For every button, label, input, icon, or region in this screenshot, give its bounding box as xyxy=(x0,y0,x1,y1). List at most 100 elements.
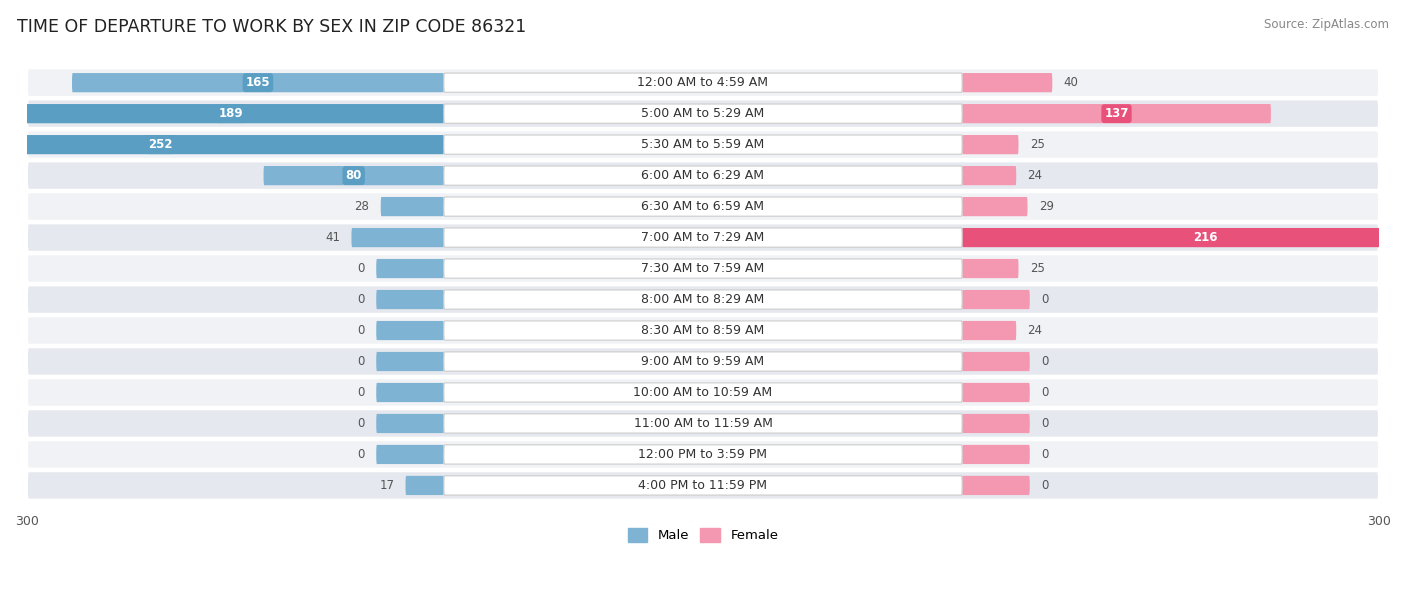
Text: 29: 29 xyxy=(1039,200,1053,213)
Text: 165: 165 xyxy=(246,76,270,89)
FancyBboxPatch shape xyxy=(377,445,444,464)
FancyBboxPatch shape xyxy=(405,476,444,495)
FancyBboxPatch shape xyxy=(962,73,1052,92)
Text: 80: 80 xyxy=(346,169,361,182)
FancyBboxPatch shape xyxy=(962,445,1029,464)
Text: 24: 24 xyxy=(1028,324,1042,337)
Text: 0: 0 xyxy=(1040,448,1049,461)
FancyBboxPatch shape xyxy=(444,383,962,402)
FancyBboxPatch shape xyxy=(27,316,1379,345)
FancyBboxPatch shape xyxy=(27,130,1379,159)
FancyBboxPatch shape xyxy=(27,68,1379,97)
Text: 25: 25 xyxy=(1029,262,1045,275)
FancyBboxPatch shape xyxy=(444,197,962,216)
FancyBboxPatch shape xyxy=(27,378,1379,407)
FancyBboxPatch shape xyxy=(27,192,1379,221)
Text: 12:00 AM to 4:59 AM: 12:00 AM to 4:59 AM xyxy=(637,76,769,89)
Text: 6:30 AM to 6:59 AM: 6:30 AM to 6:59 AM xyxy=(641,200,765,213)
Text: 8:30 AM to 8:59 AM: 8:30 AM to 8:59 AM xyxy=(641,324,765,337)
FancyBboxPatch shape xyxy=(962,383,1029,402)
Text: 0: 0 xyxy=(357,293,366,306)
Text: Source: ZipAtlas.com: Source: ZipAtlas.com xyxy=(1264,18,1389,31)
Text: TIME OF DEPARTURE TO WORK BY SEX IN ZIP CODE 86321: TIME OF DEPARTURE TO WORK BY SEX IN ZIP … xyxy=(17,18,526,36)
Text: 17: 17 xyxy=(380,479,394,492)
Text: 8:00 AM to 8:29 AM: 8:00 AM to 8:29 AM xyxy=(641,293,765,306)
Text: 137: 137 xyxy=(1104,107,1129,120)
FancyBboxPatch shape xyxy=(962,228,1406,247)
Text: 0: 0 xyxy=(1040,355,1049,368)
Text: 4:00 PM to 11:59 PM: 4:00 PM to 11:59 PM xyxy=(638,479,768,492)
Text: 10:00 AM to 10:59 AM: 10:00 AM to 10:59 AM xyxy=(634,386,772,399)
Text: 24: 24 xyxy=(1028,169,1042,182)
Text: 7:00 AM to 7:29 AM: 7:00 AM to 7:29 AM xyxy=(641,231,765,244)
FancyBboxPatch shape xyxy=(352,228,444,247)
FancyBboxPatch shape xyxy=(27,223,1379,252)
FancyBboxPatch shape xyxy=(444,135,962,154)
Text: 0: 0 xyxy=(1040,479,1049,492)
Text: 25: 25 xyxy=(1029,138,1045,151)
FancyBboxPatch shape xyxy=(27,99,1379,128)
FancyBboxPatch shape xyxy=(962,290,1029,309)
FancyBboxPatch shape xyxy=(377,321,444,340)
Text: 9:00 AM to 9:59 AM: 9:00 AM to 9:59 AM xyxy=(641,355,765,368)
Text: 0: 0 xyxy=(1040,293,1049,306)
FancyBboxPatch shape xyxy=(377,259,444,278)
Text: 12:00 PM to 3:59 PM: 12:00 PM to 3:59 PM xyxy=(638,448,768,461)
FancyBboxPatch shape xyxy=(962,476,1029,495)
FancyBboxPatch shape xyxy=(962,352,1029,371)
FancyBboxPatch shape xyxy=(444,228,962,247)
FancyBboxPatch shape xyxy=(962,197,1028,216)
Text: 0: 0 xyxy=(357,417,366,430)
Text: 0: 0 xyxy=(357,262,366,275)
Legend: Male, Female: Male, Female xyxy=(623,523,783,548)
FancyBboxPatch shape xyxy=(72,73,444,92)
Text: 0: 0 xyxy=(357,355,366,368)
FancyBboxPatch shape xyxy=(444,259,962,278)
Text: 0: 0 xyxy=(1040,386,1049,399)
Text: 11:00 AM to 11:59 AM: 11:00 AM to 11:59 AM xyxy=(634,417,772,430)
FancyBboxPatch shape xyxy=(381,197,444,216)
Text: 6:00 AM to 6:29 AM: 6:00 AM to 6:29 AM xyxy=(641,169,765,182)
FancyBboxPatch shape xyxy=(444,104,962,123)
Text: 41: 41 xyxy=(325,231,340,244)
FancyBboxPatch shape xyxy=(263,166,444,185)
FancyBboxPatch shape xyxy=(962,104,1271,123)
FancyBboxPatch shape xyxy=(962,321,1017,340)
Text: 0: 0 xyxy=(357,448,366,461)
FancyBboxPatch shape xyxy=(27,347,1379,376)
FancyBboxPatch shape xyxy=(444,414,962,433)
Text: 5:00 AM to 5:29 AM: 5:00 AM to 5:29 AM xyxy=(641,107,765,120)
Text: 189: 189 xyxy=(218,107,243,120)
Text: 0: 0 xyxy=(357,386,366,399)
FancyBboxPatch shape xyxy=(27,254,1379,283)
FancyBboxPatch shape xyxy=(27,285,1379,314)
FancyBboxPatch shape xyxy=(444,352,962,371)
FancyBboxPatch shape xyxy=(962,259,1018,278)
Text: 28: 28 xyxy=(354,200,370,213)
Text: 7:30 AM to 7:59 AM: 7:30 AM to 7:59 AM xyxy=(641,262,765,275)
FancyBboxPatch shape xyxy=(27,471,1379,500)
Text: 40: 40 xyxy=(1063,76,1078,89)
FancyBboxPatch shape xyxy=(377,414,444,433)
FancyBboxPatch shape xyxy=(962,414,1029,433)
Text: 0: 0 xyxy=(1040,417,1049,430)
FancyBboxPatch shape xyxy=(27,440,1379,469)
FancyBboxPatch shape xyxy=(377,352,444,371)
FancyBboxPatch shape xyxy=(377,383,444,402)
FancyBboxPatch shape xyxy=(444,321,962,340)
FancyBboxPatch shape xyxy=(444,476,962,495)
FancyBboxPatch shape xyxy=(962,135,1018,154)
FancyBboxPatch shape xyxy=(962,166,1017,185)
FancyBboxPatch shape xyxy=(0,135,444,154)
Text: 5:30 AM to 5:59 AM: 5:30 AM to 5:59 AM xyxy=(641,138,765,151)
FancyBboxPatch shape xyxy=(27,162,1379,190)
Text: 252: 252 xyxy=(148,138,172,151)
Text: 0: 0 xyxy=(357,324,366,337)
Text: 216: 216 xyxy=(1194,231,1218,244)
FancyBboxPatch shape xyxy=(444,445,962,464)
FancyBboxPatch shape xyxy=(444,166,962,185)
FancyBboxPatch shape xyxy=(444,73,962,92)
FancyBboxPatch shape xyxy=(377,290,444,309)
FancyBboxPatch shape xyxy=(27,409,1379,438)
FancyBboxPatch shape xyxy=(18,104,444,123)
